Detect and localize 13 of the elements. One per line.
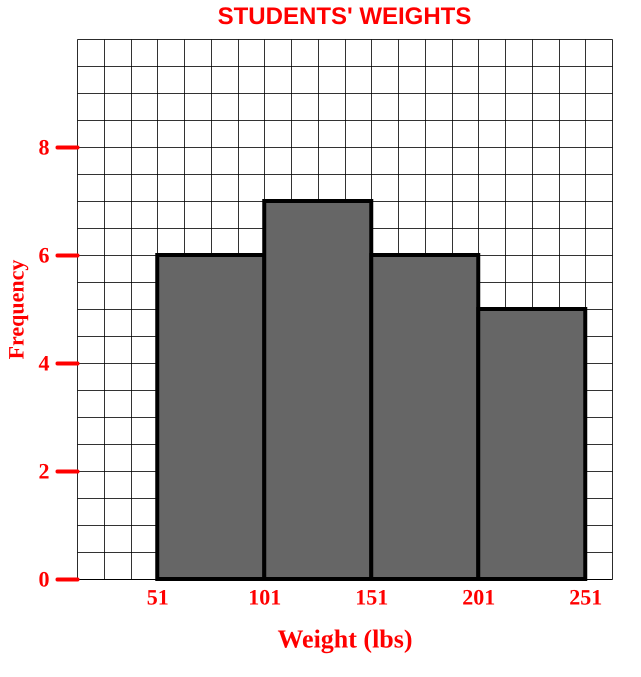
y-tick-label: 6	[38, 242, 50, 268]
y-axis-title: Frequency	[4, 260, 28, 360]
y-tick-label: 8	[38, 134, 50, 160]
x-tick-label: 51	[146, 584, 169, 610]
x-tick-label: 201	[462, 584, 496, 610]
x-tick-label: 251	[569, 584, 602, 610]
x-tick-label: 101	[248, 584, 282, 610]
chart-title: STUDENTS' WEIGHTS	[218, 3, 472, 30]
y-tick-label: 0	[38, 566, 50, 592]
y-tick-label: 2	[38, 458, 50, 484]
x-tick-label: 151	[355, 584, 388, 610]
y-tick-label: 4	[38, 350, 50, 376]
x-axis-title: Weight (lbs)	[277, 624, 413, 654]
